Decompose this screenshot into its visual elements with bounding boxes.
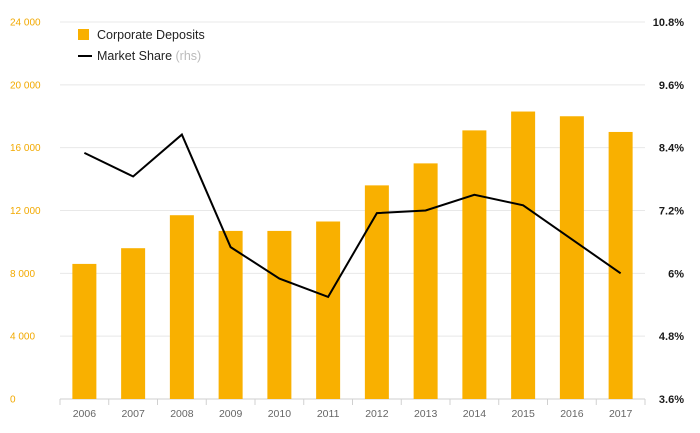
right-tick-label: 10.8% <box>653 17 684 29</box>
x-tick-label: 2011 <box>317 408 340 420</box>
grid-layer <box>59 21 646 405</box>
left-tick-label: 8 000 <box>10 269 35 280</box>
x-tick-label: 2006 <box>73 408 97 420</box>
x-tick-label: 2015 <box>511 408 535 420</box>
right-tick-label: 4.8% <box>659 331 684 343</box>
legend: Corporate Deposits Market Share (rhs) <box>78 28 205 63</box>
right-tick-label: 9.6% <box>659 80 684 92</box>
bar <box>218 230 243 399</box>
x-tick-label: 2016 <box>560 408 584 420</box>
legend-label-line-suffix: (rhs) <box>176 49 202 63</box>
x-tick-label: 2009 <box>219 408 243 420</box>
bar <box>608 131 633 400</box>
legend-label-bar: Corporate Deposits <box>97 28 205 42</box>
left-tick-label: 20 000 <box>10 80 41 91</box>
bar <box>462 130 487 399</box>
legend-swatch-bar <box>78 29 89 40</box>
bar <box>72 263 97 399</box>
bar <box>413 163 438 399</box>
x-tick-label: 2008 <box>170 408 194 420</box>
right-tick-label: 8.4% <box>659 143 684 155</box>
x-axis: 2006 2007 2008 2009 2010 2011 2012 2013 2014 2015… <box>73 408 633 420</box>
right-tick-label: 7.2% <box>659 206 684 218</box>
bar <box>169 215 194 399</box>
x-tick-label: 2012 <box>365 408 389 420</box>
right-tick-label: 6% <box>668 268 684 280</box>
right-axis: 3.6% 4.8% 6% 7.2% 8.4% 9.6% 10.8% <box>653 17 684 406</box>
x-tick-label: 2007 <box>121 408 145 420</box>
x-tick-label: 2013 <box>414 408 438 420</box>
bar <box>316 221 341 399</box>
x-tick-label: 2017 <box>609 408 633 420</box>
x-tick-label: 2010 <box>268 408 292 420</box>
left-tick-label: 12 000 <box>10 206 41 217</box>
left-tick-label: 4 000 <box>10 332 35 343</box>
bar <box>511 111 536 399</box>
legend-label-line: Market Share (rhs) <box>97 49 201 63</box>
bar <box>364 185 389 399</box>
left-tick-label: 24 000 <box>10 18 41 29</box>
bar <box>559 116 584 399</box>
bar <box>267 230 292 399</box>
legend-label-line-name: Market Share <box>97 49 172 63</box>
bars-layer <box>72 111 633 400</box>
left-axis: 0 4 000 8 000 12 000 16 000 20 000 24 000 <box>10 18 41 406</box>
x-tick-label: 2014 <box>463 408 487 420</box>
line-layer <box>83 132 622 299</box>
market-share-line <box>83 132 622 299</box>
left-tick-label: 16 000 <box>10 143 41 154</box>
right-tick-label: 3.6% <box>659 394 684 406</box>
bar <box>121 248 146 399</box>
left-tick-label: 0 <box>10 395 16 406</box>
